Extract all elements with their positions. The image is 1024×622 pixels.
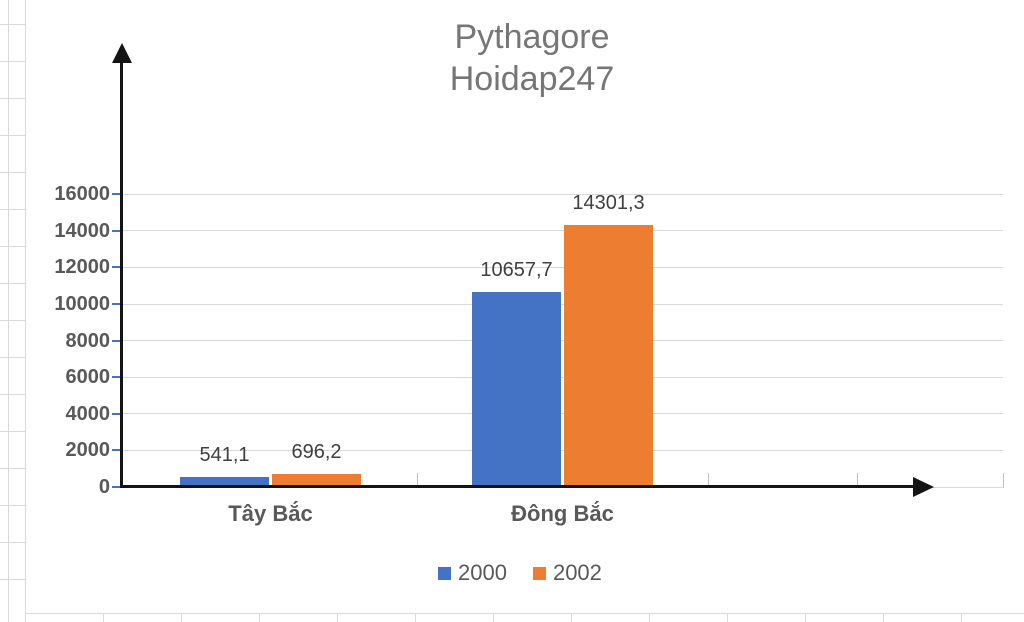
y-axis-tick-label: 2000 [65, 439, 111, 462]
gridline-y-14000 [122, 230, 1003, 232]
y-axis-tick-2000 [112, 449, 122, 452]
category-label-1: Đông Bắc [511, 501, 614, 526]
legend-label-2000: 2000 [458, 560, 507, 585]
y-axis-tick-4000 [112, 412, 122, 415]
category-label-0: Tây Bắc [228, 501, 313, 526]
y-axis-line [120, 56, 123, 488]
chart-title-line1: Pythagore [454, 18, 610, 56]
legend-swatch-2000 [438, 566, 451, 580]
bar-2000-1 [472, 291, 561, 487]
y-axis-tick-0 [112, 486, 122, 488]
bar-2002-0 [272, 474, 361, 487]
y-axis-tick-label: 14000 [54, 219, 110, 242]
gridline-y-10000 [122, 303, 1003, 305]
bar-2000-0 [180, 477, 269, 487]
spreadsheet-column-gridline [8, 0, 9, 622]
y-axis-tick-label: 16000 [54, 183, 110, 206]
gridline-y-2000 [122, 449, 1003, 451]
x-axis-category-tick [708, 473, 709, 488]
chart-title: Pythagore Hoidap247 [262, 16, 802, 100]
gridline-y-16000 [122, 193, 1003, 195]
y-axis-tick-label: 8000 [65, 329, 111, 352]
gridline-y-12000 [122, 266, 1003, 268]
chart-frame-bottom-border [25, 613, 1024, 614]
y-axis-tick-8000 [112, 339, 122, 342]
x-axis-category-tick [417, 473, 418, 488]
bar-data-label: 10657,7 [480, 258, 553, 281]
y-axis-tick-label: 4000 [65, 402, 111, 425]
x-axis-line [122, 485, 913, 488]
y-axis-tick-label: 6000 [65, 366, 111, 389]
bar-2002-1 [564, 225, 653, 487]
legend-item-2000: 2000 [438, 561, 507, 585]
gridline-y-8000 [122, 340, 1003, 342]
y-axis-tick-12000 [112, 266, 122, 269]
legend-item-2002: 2002 [532, 560, 602, 585]
y-axis-tick-16000 [112, 193, 122, 196]
bar-data-label: 541,1 [199, 444, 250, 467]
bar-data-label: 696,2 [291, 441, 342, 464]
y-axis-arrowhead-icon [112, 43, 132, 63]
y-axis-tick-10000 [112, 303, 122, 305]
x-axis-category-tick [857, 473, 858, 488]
y-axis-tick-label: 10000 [54, 293, 110, 315]
y-axis-tick-label: 12000 [54, 256, 110, 279]
y-axis-tick-6000 [112, 376, 122, 379]
legend-label-2002: 2002 [552, 560, 602, 585]
gridline-y-4000 [122, 413, 1003, 415]
spreadsheet-row-gridlines [0, 0, 25, 613]
y-axis-tick-label: 0 [98, 476, 110, 498]
chart-frame-left-border [25, 0, 26, 614]
spreadsheet-column-ticks [25, 614, 1024, 622]
bar-data-label: 14301,3 [572, 192, 645, 215]
x-axis-category-tick [1003, 473, 1004, 488]
y-axis-tick-14000 [112, 229, 122, 232]
chart-title-line2: Hoidap247 [449, 60, 615, 98]
chart-legend: 2000 2002 [438, 561, 602, 585]
legend-swatch-2002 [532, 566, 546, 580]
x-axis-arrowhead-icon [913, 477, 934, 497]
gridline-y-6000 [122, 376, 1003, 378]
